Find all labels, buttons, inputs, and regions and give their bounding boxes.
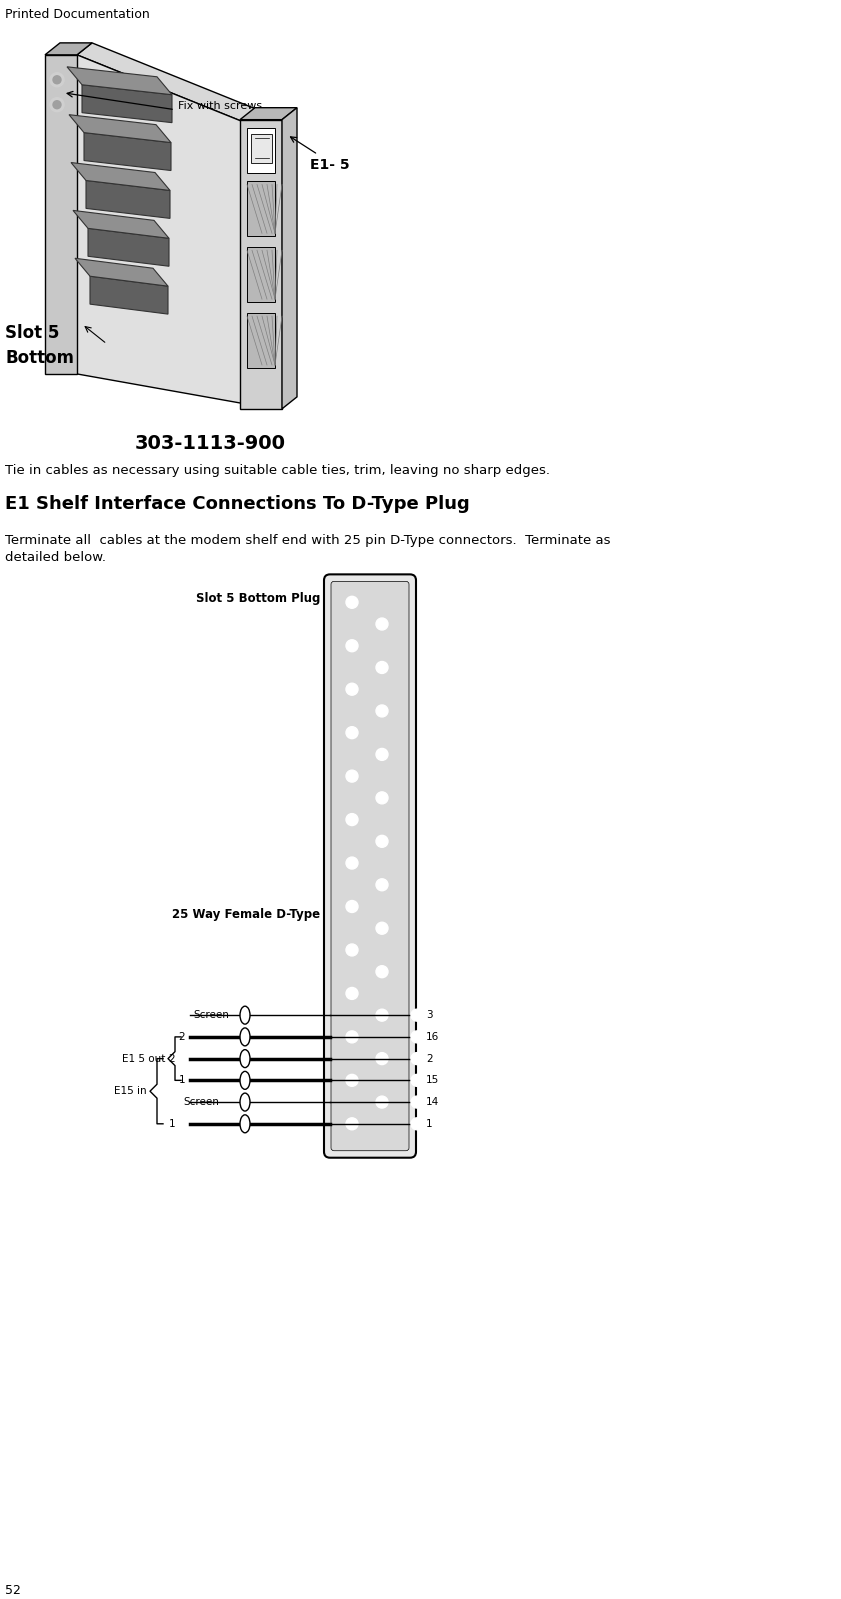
Circle shape bbox=[411, 1075, 423, 1086]
Circle shape bbox=[346, 640, 358, 652]
Polygon shape bbox=[247, 248, 275, 302]
Circle shape bbox=[346, 857, 358, 868]
Polygon shape bbox=[90, 277, 168, 313]
Text: 1: 1 bbox=[178, 1076, 185, 1086]
Text: 16: 16 bbox=[426, 1031, 439, 1043]
Text: 2: 2 bbox=[426, 1054, 432, 1063]
Text: E1 5 out: E1 5 out bbox=[122, 1054, 165, 1063]
Text: 3: 3 bbox=[426, 1011, 432, 1020]
Polygon shape bbox=[86, 181, 170, 219]
Circle shape bbox=[346, 943, 358, 956]
Polygon shape bbox=[240, 107, 297, 120]
Polygon shape bbox=[247, 313, 275, 368]
Text: 2: 2 bbox=[168, 1054, 175, 1063]
Circle shape bbox=[376, 966, 388, 977]
Circle shape bbox=[376, 748, 388, 761]
Circle shape bbox=[53, 101, 61, 109]
Polygon shape bbox=[71, 163, 170, 190]
Text: 303-1113-900: 303-1113-900 bbox=[135, 433, 285, 453]
Circle shape bbox=[346, 1075, 358, 1086]
Polygon shape bbox=[67, 67, 172, 94]
Text: 14: 14 bbox=[426, 1097, 439, 1107]
Circle shape bbox=[346, 683, 358, 696]
Text: Fix with screws: Fix with screws bbox=[178, 101, 262, 110]
Circle shape bbox=[50, 74, 64, 86]
Text: Slot 5: Slot 5 bbox=[5, 325, 60, 342]
Text: Screen: Screen bbox=[183, 1097, 219, 1107]
Ellipse shape bbox=[240, 1094, 250, 1111]
Text: detailed below.: detailed below. bbox=[5, 552, 106, 564]
Circle shape bbox=[50, 98, 64, 112]
Circle shape bbox=[376, 1052, 388, 1065]
Polygon shape bbox=[88, 229, 169, 267]
Circle shape bbox=[411, 1009, 423, 1022]
Polygon shape bbox=[247, 128, 275, 173]
Polygon shape bbox=[73, 211, 169, 238]
Polygon shape bbox=[45, 43, 92, 54]
Circle shape bbox=[376, 879, 388, 891]
Text: E1- 5: E1- 5 bbox=[310, 158, 350, 171]
Circle shape bbox=[411, 1118, 423, 1130]
Text: Bottom: Bottom bbox=[5, 349, 74, 368]
Ellipse shape bbox=[240, 1028, 250, 1046]
Text: 1: 1 bbox=[168, 1119, 175, 1129]
Polygon shape bbox=[69, 115, 171, 142]
Circle shape bbox=[376, 705, 388, 716]
Polygon shape bbox=[45, 54, 77, 374]
Circle shape bbox=[53, 75, 61, 83]
Circle shape bbox=[346, 814, 358, 825]
Circle shape bbox=[376, 1009, 388, 1022]
Circle shape bbox=[346, 1031, 358, 1043]
Text: 52: 52 bbox=[5, 1583, 21, 1596]
Circle shape bbox=[376, 1095, 388, 1108]
Circle shape bbox=[346, 900, 358, 913]
Polygon shape bbox=[77, 54, 255, 405]
Circle shape bbox=[346, 726, 358, 739]
Text: E15 in: E15 in bbox=[114, 1086, 147, 1097]
Polygon shape bbox=[251, 134, 272, 163]
Text: 1: 1 bbox=[426, 1119, 432, 1129]
Circle shape bbox=[376, 835, 388, 847]
Text: 2: 2 bbox=[178, 1031, 185, 1043]
Text: 15: 15 bbox=[426, 1076, 439, 1086]
Text: Tie in cables as necessary using suitable cable ties, trim, leaving no sharp edg: Tie in cables as necessary using suitabl… bbox=[5, 464, 550, 477]
Circle shape bbox=[346, 988, 358, 999]
Polygon shape bbox=[84, 133, 171, 171]
FancyBboxPatch shape bbox=[331, 582, 409, 1151]
Polygon shape bbox=[82, 85, 172, 123]
Text: 25 Way Female D-Type: 25 Way Female D-Type bbox=[172, 908, 320, 921]
Polygon shape bbox=[240, 120, 282, 409]
Circle shape bbox=[411, 1095, 423, 1108]
Ellipse shape bbox=[240, 1115, 250, 1132]
Polygon shape bbox=[77, 43, 270, 126]
Ellipse shape bbox=[240, 1049, 250, 1068]
Text: Slot 5 Bottom Plug: Slot 5 Bottom Plug bbox=[196, 592, 320, 604]
Ellipse shape bbox=[240, 1071, 250, 1089]
Circle shape bbox=[376, 619, 388, 630]
Circle shape bbox=[376, 792, 388, 804]
Polygon shape bbox=[75, 259, 168, 286]
Circle shape bbox=[346, 596, 358, 608]
Circle shape bbox=[376, 662, 388, 673]
Circle shape bbox=[346, 771, 358, 782]
Text: E1 Shelf Interface Connections To D-Type Plug: E1 Shelf Interface Connections To D-Type… bbox=[5, 494, 470, 513]
Circle shape bbox=[411, 1031, 423, 1043]
Text: Printed Documentation: Printed Documentation bbox=[5, 8, 150, 21]
Text: Terminate all  cables at the modem shelf end with 25 pin D-Type connectors.  Ter: Terminate all cables at the modem shelf … bbox=[5, 534, 611, 547]
FancyBboxPatch shape bbox=[324, 574, 416, 1158]
Circle shape bbox=[411, 1052, 423, 1065]
Text: Screen: Screen bbox=[193, 1011, 229, 1020]
Polygon shape bbox=[247, 181, 275, 237]
Polygon shape bbox=[282, 107, 297, 409]
Circle shape bbox=[376, 923, 388, 934]
Ellipse shape bbox=[240, 1006, 250, 1023]
Circle shape bbox=[346, 1118, 358, 1130]
